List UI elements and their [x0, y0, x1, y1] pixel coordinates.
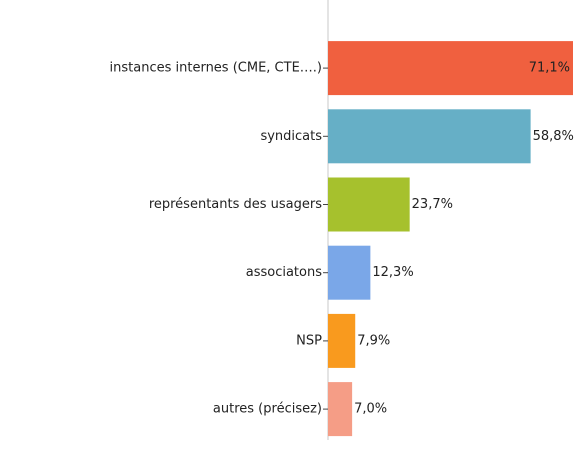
bar — [328, 41, 573, 96]
category-label: NSP — [296, 333, 322, 348]
bar — [328, 382, 353, 437]
category-label: représentants des usagers — [149, 197, 322, 212]
value-label: 7,0% — [354, 402, 387, 417]
bar — [328, 177, 410, 232]
value-label: 58,8% — [533, 129, 574, 144]
value-label: 12,3% — [372, 265, 413, 280]
category-label: autres (précisez) — [213, 402, 322, 417]
bar — [328, 109, 531, 164]
category-label: associatons — [246, 265, 322, 280]
value-label: 7,9% — [357, 333, 390, 348]
value-label: 23,7% — [412, 197, 453, 212]
value-label: 71,1% — [529, 61, 570, 76]
category-label: syndicats — [260, 129, 322, 144]
bar — [328, 245, 371, 300]
category-label: instances internes (CME, CTE….) — [110, 61, 322, 76]
bar — [328, 313, 356, 368]
